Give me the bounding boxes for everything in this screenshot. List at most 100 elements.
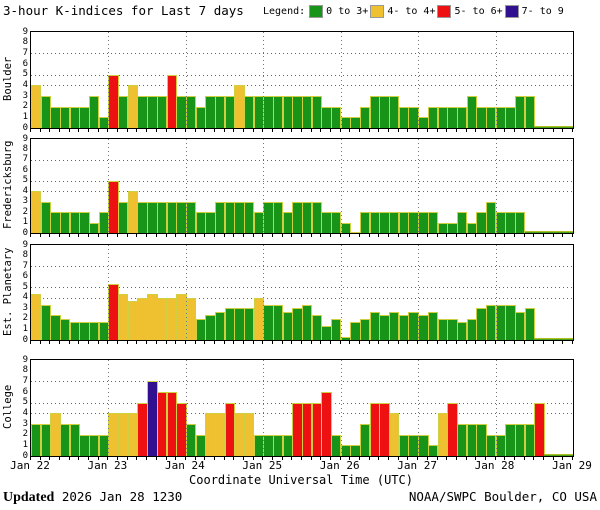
x-tick <box>533 129 535 132</box>
x-tick <box>494 129 496 132</box>
y-tick-label: 0 <box>22 227 28 238</box>
x-tick <box>107 129 109 132</box>
y-tick-label: 8 <box>22 250 28 261</box>
x-tick <box>339 129 341 132</box>
x-tick <box>136 341 138 344</box>
x-tick <box>49 457 51 460</box>
x-tick <box>320 341 322 344</box>
x-tick <box>330 457 332 460</box>
x-tick <box>397 341 399 344</box>
gridline-day <box>263 139 265 233</box>
y-tick-label: 4 <box>22 407 28 418</box>
x-tick <box>542 341 544 344</box>
x-tick <box>242 341 244 344</box>
x-tick <box>242 234 244 237</box>
gridline-day <box>263 245 265 340</box>
y-tick-label: 0 <box>22 450 28 461</box>
x-tick <box>78 234 80 237</box>
x-tick <box>204 234 206 237</box>
legend-item-label: 7- to 9 <box>521 6 564 17</box>
gridline-day <box>418 360 420 456</box>
x-tick <box>426 129 428 132</box>
y-tick-label: 1 <box>22 111 28 122</box>
x-tick <box>39 129 41 132</box>
no-data-baseline <box>524 231 573 233</box>
x-tick <box>271 234 273 237</box>
gridline-k4 <box>31 85 573 87</box>
x-tick <box>59 457 61 460</box>
x-tick <box>59 234 61 237</box>
x-tick <box>88 457 90 460</box>
x-tick <box>271 129 273 132</box>
y-tick-label: 2 <box>22 206 28 217</box>
y-tick-label: 3 <box>22 302 28 313</box>
x-tick <box>146 341 148 344</box>
x-tick <box>175 234 177 237</box>
legend-item-label: 0 to 3+ <box>326 6 369 17</box>
x-tick <box>291 129 293 132</box>
x-tick <box>213 457 215 460</box>
x-tick <box>572 129 573 132</box>
x-tick <box>242 457 244 460</box>
y-tick-label: 8 <box>22 365 28 376</box>
gridline-day <box>340 245 342 340</box>
x-tick <box>252 341 254 344</box>
x-tick <box>523 129 525 132</box>
station-label: Boulder <box>2 56 14 102</box>
x-tick <box>484 234 486 237</box>
x-tick <box>436 234 438 237</box>
legend-item-quiet: 0 to 3+ <box>309 5 368 18</box>
gridline-day <box>185 32 187 128</box>
x-tick <box>494 457 496 460</box>
x-tick <box>30 234 31 237</box>
x-tick <box>542 457 544 460</box>
x-tick <box>417 234 419 237</box>
x-tick <box>242 129 244 132</box>
x-tick <box>281 129 283 132</box>
x-tick <box>126 457 128 460</box>
x-tick <box>155 234 157 237</box>
gridline-k7 <box>31 53 573 55</box>
x-tick <box>165 129 167 132</box>
gridline-day <box>418 139 420 233</box>
x-tick <box>68 129 70 132</box>
legend-item-label: 4- to 4+ <box>387 6 436 17</box>
x-tick <box>407 234 409 237</box>
gridline-day <box>418 32 420 128</box>
x-tick <box>368 341 370 344</box>
x-tick <box>233 341 235 344</box>
x-tick <box>88 129 90 132</box>
x-tick <box>194 234 196 237</box>
x-tick <box>49 129 51 132</box>
x-tick <box>542 234 544 237</box>
x-tick <box>310 341 312 344</box>
x-tick <box>494 234 496 237</box>
x-tick <box>513 129 515 132</box>
station-label: Fredericksburg <box>2 140 14 230</box>
x-tick <box>68 234 70 237</box>
x-tick <box>523 234 525 237</box>
x-tick <box>475 234 477 237</box>
x-tick <box>223 129 225 132</box>
x-tick <box>184 234 186 237</box>
y-tick-label: 4 <box>22 185 28 196</box>
gridline-day <box>340 139 342 233</box>
x-tick <box>320 234 322 237</box>
x-tick <box>97 129 99 132</box>
x-tick <box>533 341 535 344</box>
x-tick <box>233 234 235 237</box>
y-tick-label: 5 <box>22 397 28 408</box>
x-tick <box>513 234 515 237</box>
y-tick-label: 1 <box>22 323 28 334</box>
x-tick <box>136 129 138 132</box>
legend-swatch-yellow <box>370 5 385 18</box>
x-tick <box>397 129 399 132</box>
x-tick <box>136 234 138 237</box>
k-bar <box>89 96 100 128</box>
x-tick <box>504 129 506 132</box>
y-tick-label: 6 <box>22 58 28 69</box>
y-tick-label: 9 <box>22 239 28 250</box>
x-tick <box>30 129 31 132</box>
x-tick <box>562 129 564 132</box>
